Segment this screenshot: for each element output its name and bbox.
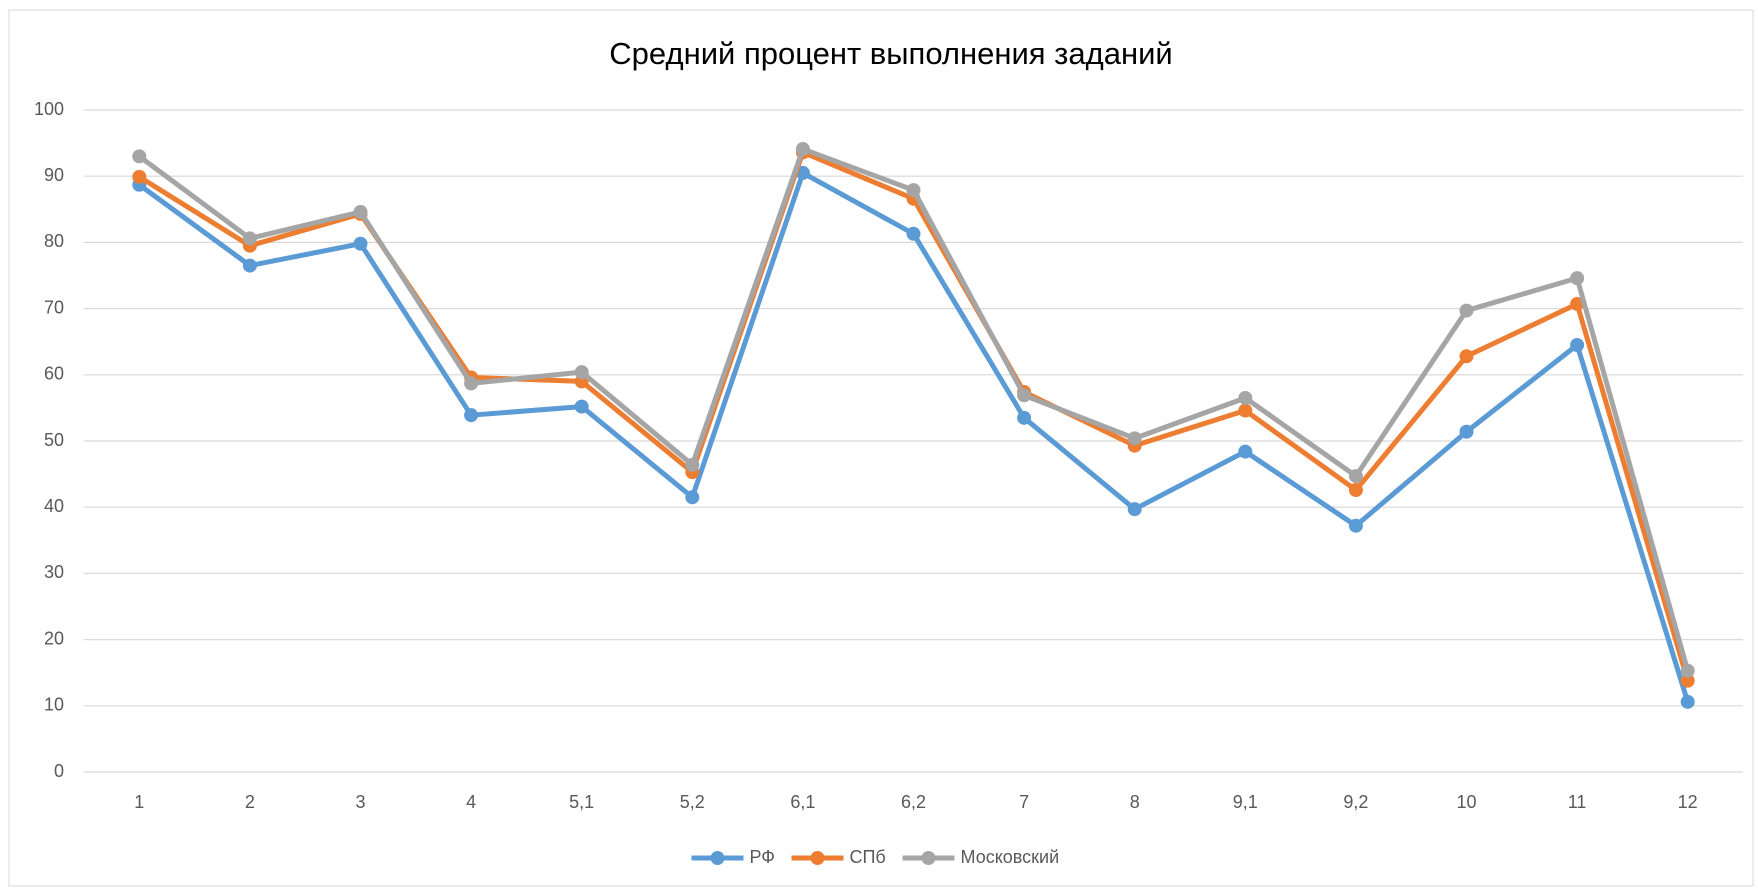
data-point [574, 399, 589, 414]
data-point [132, 169, 147, 184]
y-tick-label: 100 [34, 99, 64, 119]
data-point [242, 258, 257, 273]
legend-label: РФ [750, 847, 776, 867]
data-point [1570, 338, 1585, 353]
data-point [132, 149, 147, 164]
chart-title: Средний процент выполнения заданий [609, 36, 1172, 71]
x-tick-label: 1 [134, 792, 144, 812]
data-point [464, 376, 479, 391]
x-tick-label: 9,2 [1343, 792, 1368, 812]
data-point [1238, 403, 1253, 418]
data-point [685, 457, 700, 472]
y-tick-label: 80 [44, 231, 64, 251]
x-tick-label: 11 [1568, 792, 1587, 812]
data-point [1348, 482, 1363, 497]
x-tick-label: 8 [1130, 792, 1140, 812]
data-point [1459, 303, 1474, 318]
y-tick-label: 10 [44, 695, 64, 715]
legend-marker [921, 851, 936, 865]
data-point [906, 226, 921, 241]
y-tick-label: 90 [44, 165, 64, 185]
data-point [1017, 410, 1032, 425]
data-point [1680, 673, 1695, 688]
data-point [1570, 296, 1585, 311]
data-point [242, 231, 257, 246]
x-tick-label: 5,1 [569, 792, 594, 812]
series [132, 142, 1695, 678]
x-tick-label: 5,2 [680, 792, 705, 812]
legend-marker [710, 851, 725, 865]
x-tick-label: 12 [1678, 792, 1698, 812]
data-point [1238, 444, 1253, 459]
data-point [1680, 663, 1695, 678]
y-tick-label: 60 [44, 364, 64, 384]
y-tick-label: 50 [44, 430, 64, 450]
data-point [353, 204, 368, 219]
data-point [464, 408, 479, 423]
data-point [1127, 502, 1142, 517]
x-tick-label: 2 [245, 792, 255, 812]
data-point [1238, 390, 1253, 405]
data-point [1459, 349, 1474, 364]
data-point [1459, 424, 1474, 439]
x-tick-label: 6,1 [790, 792, 815, 812]
y-tick-label: 30 [44, 562, 64, 582]
x-tick-label: 6,2 [901, 792, 926, 812]
data-point [1348, 469, 1363, 484]
x-tick-label: 10 [1456, 792, 1476, 812]
data-point [906, 183, 921, 198]
y-tick-label: 0 [54, 761, 64, 781]
y-tick-label: 20 [44, 628, 64, 648]
data-point [1570, 271, 1585, 286]
y-tick-label: 70 [44, 297, 64, 317]
x-tick-label: 4 [466, 792, 476, 812]
legend-label: СПб [850, 847, 886, 867]
data-point [1680, 694, 1695, 709]
data-point [685, 490, 700, 505]
legend-marker [810, 851, 825, 865]
data-point [1127, 431, 1142, 446]
x-tick-label: 3 [355, 792, 365, 812]
data-point [1348, 518, 1363, 533]
data-point [353, 236, 368, 251]
data-point [1017, 388, 1032, 403]
y-tick-label: 40 [44, 496, 64, 516]
chart-border [8, 9, 1754, 887]
data-point [574, 365, 589, 380]
x-tick-label: 7 [1019, 792, 1029, 812]
x-tick-label: 9,1 [1233, 792, 1258, 812]
data-point [795, 142, 810, 157]
legend-label: Московский [961, 847, 1060, 867]
